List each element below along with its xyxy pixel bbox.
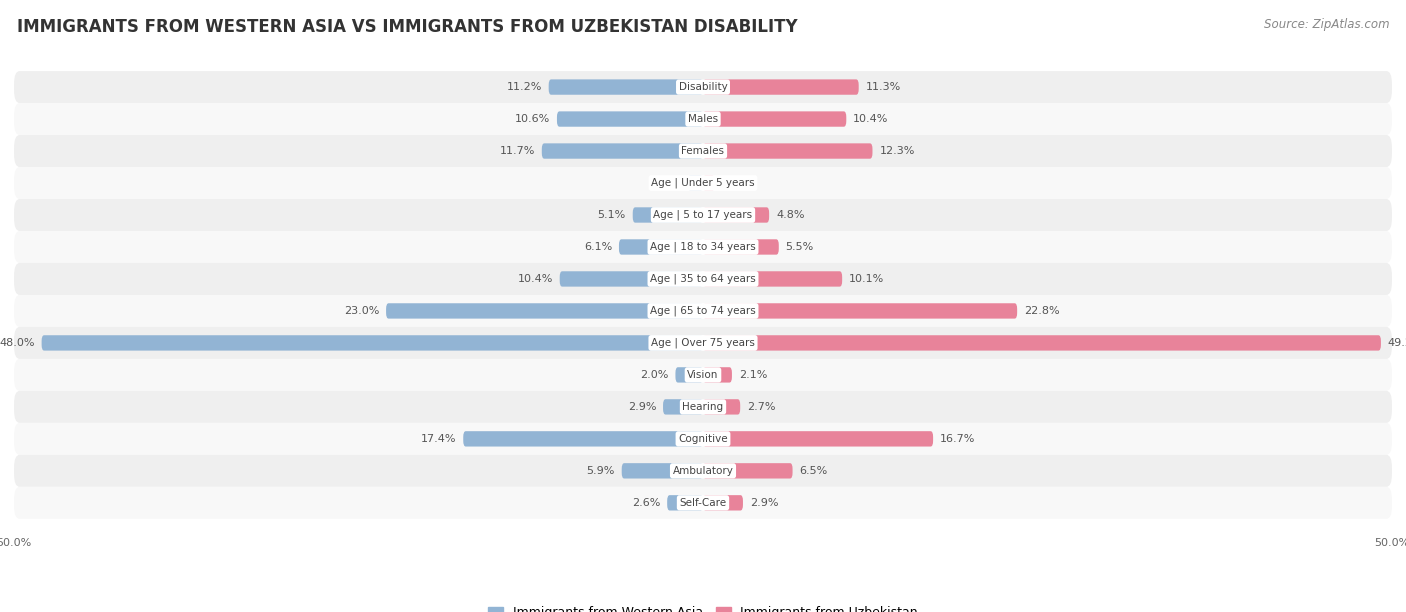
FancyBboxPatch shape <box>703 431 934 447</box>
Text: Age | Under 5 years: Age | Under 5 years <box>651 177 755 188</box>
Text: 0.85%: 0.85% <box>721 178 756 188</box>
Text: IMMIGRANTS FROM WESTERN ASIA VS IMMIGRANTS FROM UZBEKISTAN DISABILITY: IMMIGRANTS FROM WESTERN ASIA VS IMMIGRAN… <box>17 18 797 36</box>
FancyBboxPatch shape <box>688 175 703 191</box>
Text: Age | 35 to 64 years: Age | 35 to 64 years <box>650 274 756 284</box>
Text: Source: ZipAtlas.com: Source: ZipAtlas.com <box>1264 18 1389 31</box>
FancyBboxPatch shape <box>675 367 703 382</box>
Text: 5.1%: 5.1% <box>598 210 626 220</box>
Text: 11.2%: 11.2% <box>506 82 541 92</box>
Text: 5.9%: 5.9% <box>586 466 614 476</box>
FancyBboxPatch shape <box>703 271 842 286</box>
FancyBboxPatch shape <box>14 391 1392 423</box>
Text: 17.4%: 17.4% <box>420 434 457 444</box>
Text: 50.0%: 50.0% <box>0 538 32 548</box>
Text: 11.3%: 11.3% <box>866 82 901 92</box>
FancyBboxPatch shape <box>14 199 1392 231</box>
FancyBboxPatch shape <box>703 239 779 255</box>
FancyBboxPatch shape <box>703 304 1017 319</box>
FancyBboxPatch shape <box>703 495 742 510</box>
FancyBboxPatch shape <box>387 304 703 319</box>
FancyBboxPatch shape <box>14 103 1392 135</box>
FancyBboxPatch shape <box>703 175 714 191</box>
FancyBboxPatch shape <box>703 143 873 159</box>
FancyBboxPatch shape <box>664 399 703 414</box>
Text: Vision: Vision <box>688 370 718 380</box>
FancyBboxPatch shape <box>14 135 1392 167</box>
FancyBboxPatch shape <box>557 111 703 127</box>
FancyBboxPatch shape <box>633 207 703 223</box>
FancyBboxPatch shape <box>703 367 733 382</box>
FancyBboxPatch shape <box>14 423 1392 455</box>
FancyBboxPatch shape <box>703 80 859 95</box>
FancyBboxPatch shape <box>541 143 703 159</box>
Text: 6.1%: 6.1% <box>583 242 612 252</box>
Text: 2.6%: 2.6% <box>631 498 661 508</box>
FancyBboxPatch shape <box>14 455 1392 487</box>
Legend: Immigrants from Western Asia, Immigrants from Uzbekistan: Immigrants from Western Asia, Immigrants… <box>482 601 924 612</box>
Text: 22.8%: 22.8% <box>1024 306 1060 316</box>
FancyBboxPatch shape <box>703 207 769 223</box>
Text: Hearing: Hearing <box>682 402 724 412</box>
Text: 10.1%: 10.1% <box>849 274 884 284</box>
FancyBboxPatch shape <box>14 359 1392 391</box>
Text: 4.8%: 4.8% <box>776 210 804 220</box>
Text: 11.7%: 11.7% <box>499 146 534 156</box>
Text: 16.7%: 16.7% <box>941 434 976 444</box>
Text: Age | 18 to 34 years: Age | 18 to 34 years <box>650 242 756 252</box>
Text: 10.4%: 10.4% <box>853 114 889 124</box>
FancyBboxPatch shape <box>463 431 703 447</box>
FancyBboxPatch shape <box>14 295 1392 327</box>
FancyBboxPatch shape <box>14 71 1392 103</box>
Text: Age | 5 to 17 years: Age | 5 to 17 years <box>654 210 752 220</box>
FancyBboxPatch shape <box>621 463 703 479</box>
FancyBboxPatch shape <box>14 231 1392 263</box>
Text: 1.1%: 1.1% <box>652 178 681 188</box>
Text: Males: Males <box>688 114 718 124</box>
Text: 2.9%: 2.9% <box>627 402 657 412</box>
Text: 2.7%: 2.7% <box>747 402 776 412</box>
Text: Self-Care: Self-Care <box>679 498 727 508</box>
FancyBboxPatch shape <box>703 463 793 479</box>
Text: Females: Females <box>682 146 724 156</box>
Text: 50.0%: 50.0% <box>1374 538 1406 548</box>
FancyBboxPatch shape <box>703 399 740 414</box>
FancyBboxPatch shape <box>619 239 703 255</box>
FancyBboxPatch shape <box>14 487 1392 519</box>
FancyBboxPatch shape <box>668 495 703 510</box>
Text: Age | 65 to 74 years: Age | 65 to 74 years <box>650 305 756 316</box>
Text: 10.6%: 10.6% <box>515 114 550 124</box>
Text: 49.2%: 49.2% <box>1388 338 1406 348</box>
Text: Disability: Disability <box>679 82 727 92</box>
Text: 5.5%: 5.5% <box>786 242 814 252</box>
FancyBboxPatch shape <box>703 335 1381 351</box>
Text: 48.0%: 48.0% <box>0 338 35 348</box>
Text: 10.4%: 10.4% <box>517 274 553 284</box>
Text: 2.0%: 2.0% <box>640 370 669 380</box>
Text: Age | Over 75 years: Age | Over 75 years <box>651 338 755 348</box>
Text: 12.3%: 12.3% <box>879 146 915 156</box>
FancyBboxPatch shape <box>14 263 1392 295</box>
FancyBboxPatch shape <box>548 80 703 95</box>
FancyBboxPatch shape <box>42 335 703 351</box>
FancyBboxPatch shape <box>14 327 1392 359</box>
Text: 6.5%: 6.5% <box>800 466 828 476</box>
FancyBboxPatch shape <box>560 271 703 286</box>
FancyBboxPatch shape <box>14 167 1392 199</box>
Text: 2.1%: 2.1% <box>738 370 768 380</box>
Text: 2.9%: 2.9% <box>749 498 779 508</box>
FancyBboxPatch shape <box>703 111 846 127</box>
Text: 23.0%: 23.0% <box>344 306 380 316</box>
Text: Ambulatory: Ambulatory <box>672 466 734 476</box>
Text: Cognitive: Cognitive <box>678 434 728 444</box>
